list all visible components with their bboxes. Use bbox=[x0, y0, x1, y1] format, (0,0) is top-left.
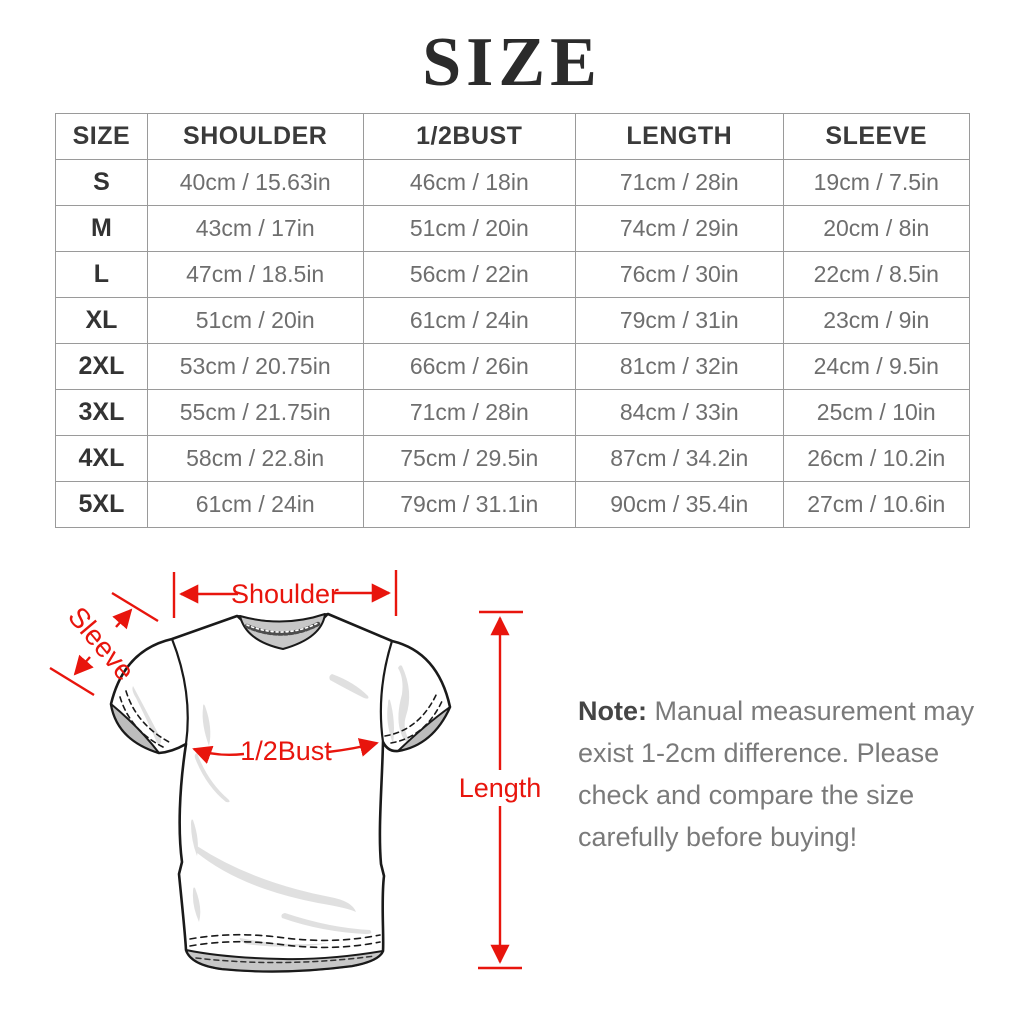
table-cell: 46cm / 18in bbox=[362, 159, 577, 206]
table-header-row: SIZE SHOULDER 1/2BUST LENGTH SLEEVE bbox=[55, 113, 971, 160]
length-arrow bbox=[478, 610, 523, 970]
note-label: Note: bbox=[578, 696, 647, 726]
table-cell: 25cm / 10in bbox=[782, 389, 971, 436]
table-cell: 75cm / 29.5in bbox=[362, 435, 577, 482]
table-cell: 26cm / 10.2in bbox=[782, 435, 971, 482]
size-cell: 2XL bbox=[55, 343, 148, 390]
size-cell: XL bbox=[55, 297, 148, 344]
col-header-sleeve: SLEEVE bbox=[782, 113, 971, 160]
table-cell: 81cm / 32in bbox=[575, 343, 784, 390]
table-row: XL 51cm / 20in 61cm / 24in 79cm / 31in 2… bbox=[55, 297, 971, 344]
table-cell: 22cm / 8.5in bbox=[782, 251, 971, 298]
bust-arrow bbox=[192, 738, 379, 764]
table-cell: 66cm / 26in bbox=[362, 343, 577, 390]
table-cell: 27cm / 10.6in bbox=[782, 481, 971, 528]
table-cell: 84cm / 33in bbox=[575, 389, 784, 436]
hem-band-stitch bbox=[195, 955, 376, 964]
table-cell: 61cm / 24in bbox=[146, 481, 364, 528]
col-header-size: SIZE bbox=[55, 113, 148, 160]
table-cell: 51cm / 20in bbox=[146, 297, 364, 344]
note-line: carefully before buying! bbox=[578, 822, 858, 852]
table-cell: 53cm / 20.75in bbox=[146, 343, 364, 390]
size-cell: 5XL bbox=[55, 481, 148, 528]
table-cell: 51cm / 20in bbox=[362, 205, 577, 252]
cuff-stitches bbox=[119, 690, 444, 748]
note-line: Manual measurement may bbox=[654, 696, 975, 726]
measurement-note: Note: Manual measurement may exist 1-2cm… bbox=[578, 690, 978, 858]
table-cell: 87cm / 34.2in bbox=[575, 435, 784, 482]
length-dimension-label: Length bbox=[459, 773, 540, 803]
shoulder-arrow bbox=[172, 570, 398, 618]
wrinkle-shading bbox=[132, 665, 410, 947]
table-cell: 74cm / 29in bbox=[575, 205, 784, 252]
col-header-length: LENGTH bbox=[575, 113, 784, 160]
collar-stitch bbox=[244, 621, 321, 636]
size-cell: L bbox=[55, 251, 148, 298]
bust-dimension-label: 1/2Bust bbox=[240, 736, 332, 766]
table-cell: 79cm / 31.1in bbox=[362, 481, 577, 528]
note-line: exist 1-2cm difference. Please bbox=[578, 738, 940, 768]
table-cell: 19cm / 7.5in bbox=[782, 159, 971, 206]
table-cell: 71cm / 28in bbox=[362, 389, 577, 436]
table-row: 3XL 55cm / 21.75in 71cm / 28in 84cm / 33… bbox=[55, 389, 971, 436]
collar-stitch-highlight bbox=[246, 622, 319, 633]
table-cell: 55cm / 21.75in bbox=[146, 389, 364, 436]
table-row: S 40cm / 15.63in 46cm / 18in 71cm / 28in… bbox=[55, 159, 971, 206]
cuff-left bbox=[110, 703, 160, 754]
table-cell: 24cm / 9.5in bbox=[782, 343, 971, 390]
table-row: 5XL 61cm / 24in 79cm / 31.1in 90cm / 35.… bbox=[55, 481, 971, 528]
table-cell: 61cm / 24in bbox=[362, 297, 577, 344]
size-cell: 4XL bbox=[55, 435, 148, 482]
hem-band bbox=[185, 949, 384, 973]
col-header-bust: 1/2BUST bbox=[362, 113, 577, 160]
table-cell: 43cm / 17in bbox=[146, 205, 364, 252]
table-cell: 71cm / 28in bbox=[575, 159, 784, 206]
table-cell: 47cm / 18.5in bbox=[146, 251, 364, 298]
table-cell: 56cm / 22in bbox=[362, 251, 577, 298]
armhole-seam-right bbox=[379, 639, 394, 744]
page-title: SIZE bbox=[422, 24, 602, 101]
table-row: 4XL 58cm / 22.8in 75cm / 29.5in 87cm / 3… bbox=[55, 435, 971, 482]
cuff-right bbox=[397, 706, 451, 752]
note-line: check and compare the size bbox=[578, 780, 915, 810]
sleeve-arrow bbox=[49, 591, 159, 697]
table-cell: 90cm / 35.4in bbox=[575, 481, 784, 528]
table-cell: 20cm / 8in bbox=[782, 205, 971, 252]
size-table: SIZE SHOULDER 1/2BUST LENGTH SLEEVE S 40… bbox=[55, 113, 971, 528]
table-row: L 47cm / 18.5in 56cm / 22in 76cm / 30in … bbox=[55, 251, 971, 298]
table-row: M 43cm / 17in 51cm / 20in 74cm / 29in 20… bbox=[55, 205, 971, 252]
col-header-shoulder: SHOULDER bbox=[146, 113, 364, 160]
table-cell: 76cm / 30in bbox=[575, 251, 784, 298]
size-cell: M bbox=[55, 205, 148, 252]
armhole-seam-left bbox=[170, 637, 189, 746]
tshirt-illustration bbox=[109, 612, 452, 973]
size-diagram: Shoulder Sleeve 1/2Bust Length bbox=[49, 570, 540, 973]
dimension-annotations bbox=[49, 570, 523, 970]
shoulder-dimension-label: Shoulder bbox=[231, 579, 339, 609]
table-cell: 58cm / 22.8in bbox=[146, 435, 364, 482]
table-cell: 79cm / 31in bbox=[575, 297, 784, 344]
table-row: 2XL 53cm / 20.75in 66cm / 26in 81cm / 32… bbox=[55, 343, 971, 390]
size-cell: S bbox=[55, 159, 148, 206]
table-cell: 40cm / 15.63in bbox=[146, 159, 364, 206]
size-cell: 3XL bbox=[55, 389, 148, 436]
table-cell: 23cm / 9in bbox=[782, 297, 971, 344]
hem-stitches bbox=[189, 933, 381, 949]
